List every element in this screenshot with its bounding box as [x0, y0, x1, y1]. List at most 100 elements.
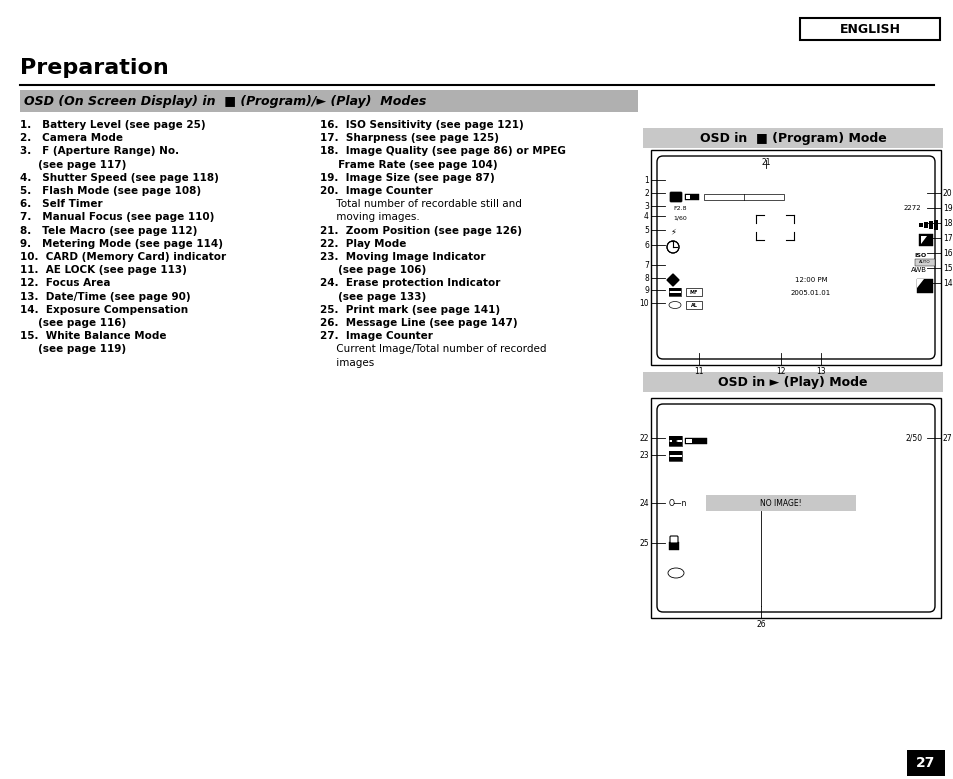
Bar	[668, 451, 681, 461]
Text: ISO: ISO	[914, 252, 926, 258]
Text: Current Image/Total number of recorded: Current Image/Total number of recorded	[319, 344, 546, 354]
Bar	[685, 439, 691, 443]
Bar	[668, 451, 681, 455]
Ellipse shape	[668, 301, 680, 308]
Bar	[684, 194, 699, 200]
Text: 9.   Metering Mode (see page 114): 9. Metering Mode (see page 114)	[20, 239, 223, 249]
Text: 10.  CARD (Memory Card) indicator: 10. CARD (Memory Card) indicator	[20, 252, 226, 262]
Text: 25: 25	[639, 538, 648, 548]
Text: 5.   Flash Mode (see page 108): 5. Flash Mode (see page 108)	[20, 186, 201, 196]
Text: 10: 10	[639, 298, 648, 308]
Text: 3: 3	[643, 202, 648, 210]
Bar	[933, 220, 937, 230]
Bar	[668, 293, 680, 296]
Bar	[668, 288, 680, 291]
Text: AWB: AWB	[910, 267, 926, 273]
Bar	[684, 438, 706, 444]
Text: O—n: O—n	[668, 499, 687, 507]
Text: 12.  Focus Area: 12. Focus Area	[20, 278, 111, 288]
Text: 18.  Image Quality (see page 86) or MPEG: 18. Image Quality (see page 86) or MPEG	[319, 146, 565, 157]
Bar	[705, 495, 855, 511]
Bar	[668, 288, 680, 296]
Text: images: images	[319, 358, 374, 368]
Bar	[668, 542, 679, 550]
Text: 26.  Message Line (see page 147): 26. Message Line (see page 147)	[319, 318, 517, 328]
Bar	[668, 457, 681, 461]
Text: 14.  Exposure Compensation: 14. Exposure Compensation	[20, 305, 188, 315]
Text: 6.   Self Timer: 6. Self Timer	[20, 199, 103, 210]
Text: 1: 1	[643, 175, 648, 185]
Text: 12: 12	[776, 367, 785, 376]
Text: 7: 7	[643, 260, 648, 270]
Ellipse shape	[667, 568, 683, 578]
Text: 8.   Tele Macro (see page 112): 8. Tele Macro (see page 112)	[20, 226, 197, 235]
Text: 14: 14	[942, 279, 952, 287]
Text: 15.  White Balance Mode: 15. White Balance Mode	[20, 331, 167, 341]
Text: 27: 27	[942, 433, 952, 442]
Text: 1.   Battery Level (see page 25): 1. Battery Level (see page 25)	[20, 120, 206, 130]
FancyBboxPatch shape	[657, 404, 934, 612]
Bar	[668, 436, 681, 446]
Text: 2272: 2272	[902, 205, 920, 211]
Text: 26: 26	[756, 620, 765, 629]
Bar	[918, 223, 923, 227]
Bar	[685, 195, 689, 199]
Bar	[642, 372, 942, 392]
Bar	[800, 18, 939, 40]
Text: Total number of recordable still and: Total number of recordable still and	[319, 199, 521, 210]
Polygon shape	[916, 279, 923, 288]
Text: 8: 8	[643, 273, 648, 283]
Text: 17: 17	[942, 234, 952, 242]
Bar	[668, 442, 681, 446]
Text: 20.  Image Counter: 20. Image Counter	[319, 186, 433, 196]
Text: 21.  Zoom Position (see page 126): 21. Zoom Position (see page 126)	[319, 226, 521, 235]
Bar	[20, 90, 638, 112]
Text: (see page 106): (see page 106)	[319, 265, 426, 275]
Bar	[685, 288, 701, 296]
Text: 13.  Date/Time (see page 90): 13. Date/Time (see page 90)	[20, 291, 191, 301]
Text: 24.  Erase protection Indicator: 24. Erase protection Indicator	[319, 278, 500, 288]
Text: 2005.01.01: 2005.01.01	[790, 290, 830, 296]
Bar	[916, 279, 932, 293]
Text: 6: 6	[643, 241, 648, 249]
Text: OSD in ► (Play) Mode: OSD in ► (Play) Mode	[718, 375, 867, 389]
Text: AL: AL	[690, 302, 697, 308]
Text: 9: 9	[643, 285, 648, 294]
Text: 25.  Print mark (see page 141): 25. Print mark (see page 141)	[319, 305, 499, 315]
Text: 19.  Image Size (see page 87): 19. Image Size (see page 87)	[319, 173, 495, 183]
Bar	[918, 234, 932, 246]
Text: AUTO: AUTO	[919, 260, 930, 264]
Text: 21: 21	[760, 158, 770, 167]
Text: 23: 23	[639, 450, 648, 460]
Text: 2.   Camera Mode: 2. Camera Mode	[20, 133, 123, 143]
Bar	[685, 301, 701, 309]
Bar	[914, 259, 934, 266]
Text: OSD (On Screen Display) in  ■ (Program)/► (Play)  Modes: OSD (On Screen Display) in ■ (Program)/►…	[24, 94, 426, 108]
Text: 2/50: 2/50	[905, 433, 923, 442]
Text: 7.   Manual Focus (see page 110): 7. Manual Focus (see page 110)	[20, 213, 214, 222]
Bar	[650, 398, 940, 618]
Text: (see page 119): (see page 119)	[20, 344, 126, 354]
Text: NO IMAGE!: NO IMAGE!	[760, 499, 801, 507]
Bar	[923, 222, 927, 228]
Text: F2.8: F2.8	[672, 206, 686, 210]
Text: (see page 117): (see page 117)	[20, 160, 126, 170]
Text: 4.   Shutter Speed (see page 118): 4. Shutter Speed (see page 118)	[20, 173, 218, 183]
Text: 2: 2	[643, 189, 648, 198]
Bar	[906, 750, 944, 776]
Text: 11: 11	[694, 367, 703, 376]
Text: ⚡: ⚡	[669, 227, 675, 237]
Text: (see page 133): (see page 133)	[319, 291, 426, 301]
Text: 1/60: 1/60	[672, 216, 686, 220]
Text: 20: 20	[942, 189, 952, 198]
Text: 4: 4	[643, 212, 648, 220]
Text: 12:00 PM: 12:00 PM	[794, 277, 826, 283]
Text: 15: 15	[942, 263, 952, 273]
Bar	[668, 436, 681, 440]
FancyBboxPatch shape	[657, 156, 934, 359]
Text: 18: 18	[942, 218, 951, 227]
Text: Frame Rate (see page 104): Frame Rate (see page 104)	[319, 160, 497, 170]
Text: 13: 13	[816, 367, 825, 376]
Bar	[928, 221, 932, 229]
Text: 27.  Image Counter: 27. Image Counter	[319, 331, 433, 341]
